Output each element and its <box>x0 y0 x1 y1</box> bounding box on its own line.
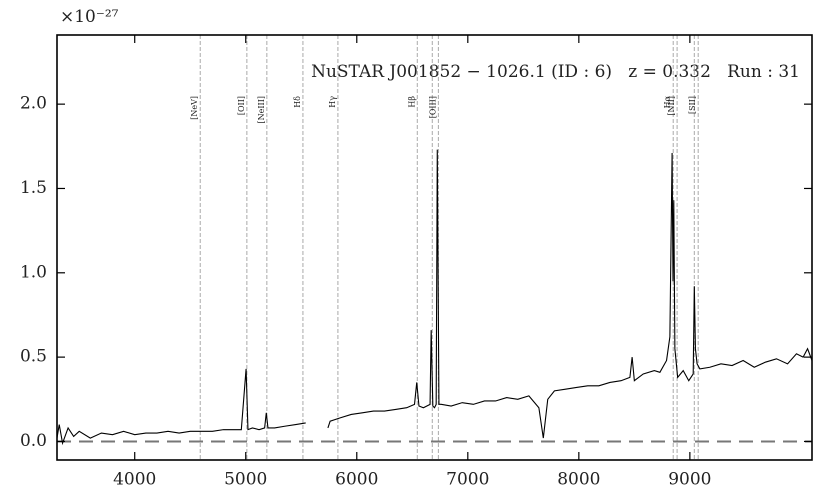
x-tick-label: 9000 <box>668 470 711 490</box>
spectral-line-label: Hα <box>663 95 672 108</box>
spectrum <box>327 149 813 439</box>
y-tick-label: 2.0 <box>20 94 47 114</box>
spectral-line-label: Hδ <box>293 96 302 108</box>
spectral-line-label: [NeIII] <box>257 96 266 123</box>
plot-frame <box>56 34 813 461</box>
chart-title: NuSTAR J001852 − 1026.1 (ID : 6) z = 0.3… <box>311 62 800 82</box>
spectral-line-label: [SII] <box>688 96 697 114</box>
x-tick-label: 6000 <box>335 470 378 490</box>
spectral-line-label: Hβ <box>407 96 416 108</box>
y-tick-label: 0.5 <box>20 347 47 367</box>
x-tick-label: 8000 <box>557 470 600 490</box>
spectral-line-label: [NII] <box>667 96 676 116</box>
y-tick-label: 0.0 <box>20 431 47 451</box>
y-tick-label: 1.0 <box>20 262 47 282</box>
x-tick-label: 5000 <box>224 470 267 490</box>
spectral-line-label: Hγ <box>328 96 337 108</box>
x-tick-label: 7000 <box>446 470 489 490</box>
spectral-line-label: [NeV] <box>190 96 199 120</box>
spectrum <box>56 368 306 446</box>
y-multiplier: ×10⁻²⁷ <box>60 7 119 27</box>
y-tick-label: 1.5 <box>20 178 47 198</box>
spectral-line-label: [OIII] <box>428 96 437 118</box>
spectral-line-label: [OII] <box>237 96 246 115</box>
x-tick-label: 4000 <box>113 470 156 490</box>
